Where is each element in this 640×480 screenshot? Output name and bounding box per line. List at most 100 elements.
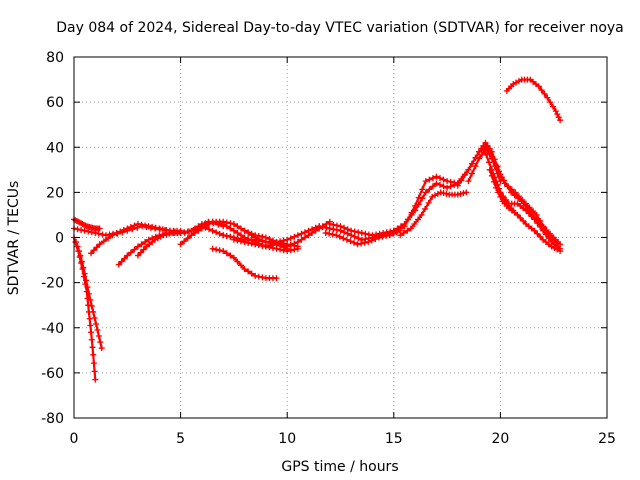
data-point-marker — [198, 223, 205, 230]
x-tick-label: 20 — [491, 431, 509, 447]
data-point-marker — [422, 189, 429, 196]
data-point-marker — [397, 225, 404, 232]
data-point-marker — [206, 226, 213, 233]
data-point-marker — [347, 238, 354, 245]
data-point-marker — [287, 247, 294, 254]
data-point-marker — [508, 186, 515, 193]
data-point-marker — [177, 241, 184, 248]
data-point-marker — [93, 320, 100, 327]
y-tick-label: -80 — [41, 411, 64, 427]
data-point-marker — [493, 162, 500, 169]
data-point-marker — [90, 247, 97, 254]
x-axis-label: GPS time / hours — [281, 459, 398, 475]
data-point-marker — [74, 243, 81, 250]
data-point-marker — [291, 233, 298, 240]
data-point-marker — [88, 302, 95, 309]
data-point-marker — [301, 234, 308, 241]
data-point-marker — [510, 207, 517, 214]
data-point-marker — [156, 226, 163, 233]
data-point-marker — [223, 250, 230, 257]
data-point-marker — [400, 229, 407, 236]
data-point-marker — [387, 228, 394, 235]
data-point-marker — [80, 264, 87, 271]
data-point-marker — [458, 177, 465, 184]
data-point-marker — [312, 224, 319, 231]
data-point-marker — [102, 232, 109, 239]
data-point-marker — [305, 227, 312, 234]
series-arc-16 — [322, 227, 404, 248]
data-point-marker — [121, 255, 128, 262]
data-point-marker — [284, 243, 291, 250]
data-point-marker — [557, 117, 564, 124]
data-point-marker — [241, 239, 248, 246]
data-series — [71, 76, 564, 383]
data-point-marker — [440, 176, 447, 183]
data-point-marker — [145, 236, 152, 243]
x-tick-label: 15 — [385, 431, 403, 447]
data-point-marker — [554, 111, 561, 118]
series-line — [467, 146, 560, 246]
data-point-marker — [522, 200, 529, 207]
data-point-marker — [166, 230, 173, 237]
data-point-marker — [209, 227, 216, 234]
data-point-marker — [348, 227, 355, 234]
data-point-marker — [408, 209, 415, 216]
data-point-marker — [522, 207, 529, 214]
data-point-marker — [202, 224, 209, 231]
data-point-marker — [220, 248, 227, 255]
data-point-marker — [451, 179, 458, 186]
data-point-marker — [95, 230, 102, 237]
chart-title: Day 084 of 2024, Sidereal Day-to-day VTE… — [56, 20, 624, 36]
y-tick-label: 40 — [46, 140, 64, 156]
data-point-marker — [472, 154, 479, 161]
data-point-marker — [358, 229, 365, 236]
data-point-marker — [181, 229, 188, 236]
data-point-marker — [129, 226, 136, 233]
data-point-marker — [100, 238, 107, 245]
data-point-marker — [549, 103, 556, 110]
data-point-marker — [277, 238, 284, 245]
data-point-marker — [87, 296, 94, 303]
data-point-marker — [188, 232, 195, 239]
data-point-marker — [220, 218, 227, 225]
data-point-marker — [90, 308, 97, 315]
data-point-marker — [259, 274, 266, 281]
data-point-marker — [248, 270, 255, 277]
x-tick-label: 10 — [278, 431, 296, 447]
data-point-marker — [337, 223, 344, 230]
data-point-marker — [426, 176, 433, 183]
data-point-marker — [483, 151, 490, 158]
data-point-marker — [415, 194, 422, 201]
data-point-marker — [429, 183, 436, 190]
data-point-marker — [519, 196, 526, 203]
data-point-marker — [541, 90, 548, 97]
data-point-marker — [238, 262, 245, 269]
data-point-marker — [273, 275, 280, 282]
series-arc-26 — [503, 76, 564, 124]
data-point-marker — [422, 205, 429, 212]
data-point-marker — [557, 248, 564, 255]
data-point-marker — [476, 148, 483, 155]
data-point-marker — [97, 339, 104, 346]
data-point-marker — [322, 229, 329, 236]
data-point-marker — [493, 178, 500, 185]
axis-ticks: 0 5 10 15 20 25 -80 -60 -40 -20 0 20 40 60 80 — [41, 50, 616, 447]
data-point-marker — [213, 246, 220, 253]
data-point-marker — [294, 245, 301, 252]
data-point-marker — [269, 240, 276, 247]
data-point-marker — [291, 240, 298, 247]
data-point-marker — [252, 241, 259, 248]
data-point-marker — [245, 268, 252, 275]
data-point-marker — [95, 333, 102, 340]
data-point-marker — [486, 159, 493, 166]
data-point-marker — [291, 246, 298, 253]
data-point-marker — [333, 222, 340, 229]
data-point-marker — [206, 220, 213, 227]
data-point-marker — [93, 244, 100, 251]
data-point-marker — [412, 202, 419, 209]
data-point-marker — [373, 231, 380, 238]
data-point-marker — [487, 150, 494, 157]
data-point-marker — [454, 182, 461, 189]
data-point-marker — [252, 232, 259, 239]
data-point-marker — [344, 226, 351, 233]
